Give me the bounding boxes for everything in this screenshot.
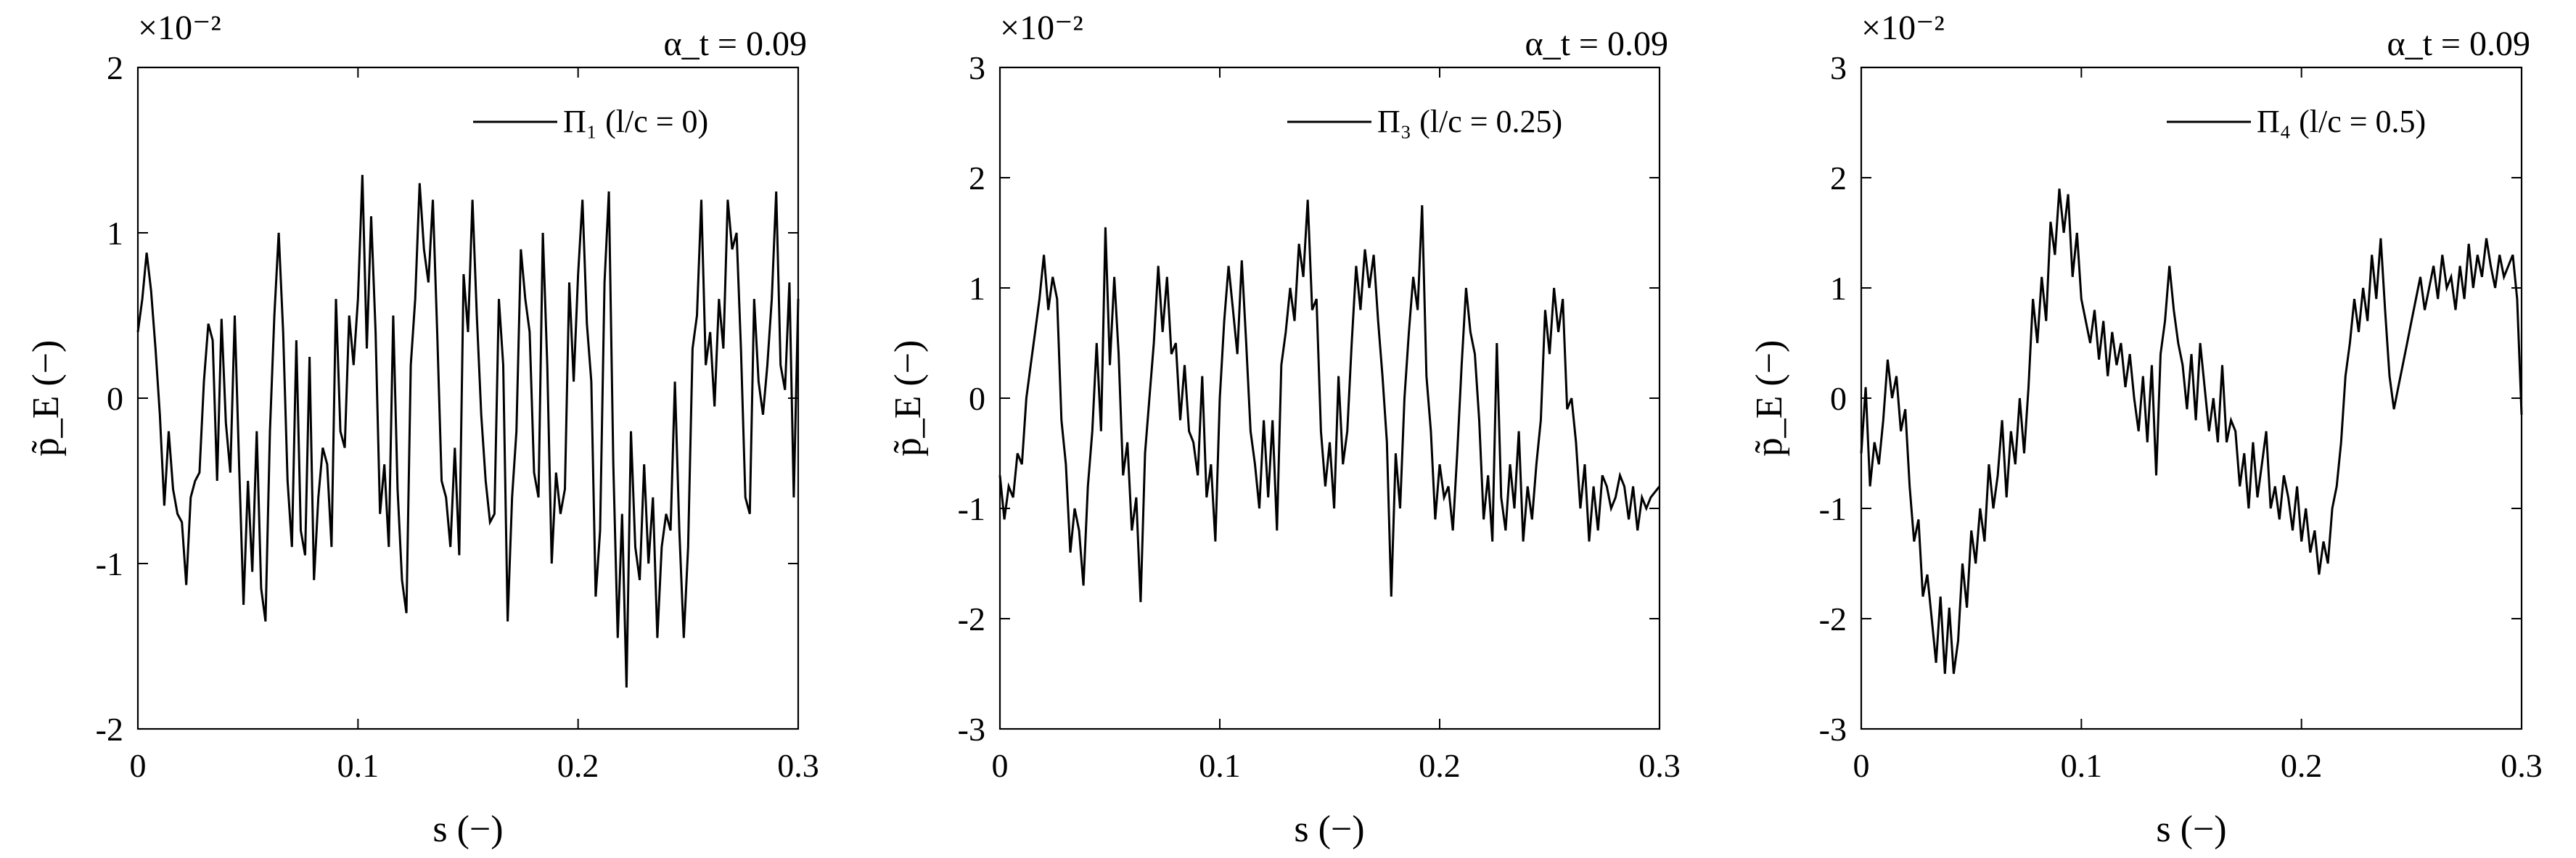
y-tick-label: 3 bbox=[1830, 49, 1847, 86]
chart-panel-1: -2 -1 0 1 2 0 0.1 0.2 0.3 ×10⁻² α_t = 0.09 Π₁ (… bbox=[25, 9, 819, 850]
y-tick-label: 0 bbox=[1830, 380, 1847, 417]
exponent-label: ×10⁻² bbox=[138, 9, 221, 47]
y-tick-label: -2 bbox=[958, 601, 985, 638]
legend: Π₄ (l/c = 0.5) bbox=[2167, 104, 2426, 139]
y-axis-label: p̃_E (−) bbox=[1749, 340, 1790, 457]
y-tick-label: 0 bbox=[107, 380, 123, 417]
y-tick-label: 1 bbox=[107, 215, 123, 252]
y-tick-label: -1 bbox=[958, 490, 985, 527]
y-ticks: -3 -2 -1 0 1 2 3 bbox=[1819, 49, 2522, 748]
y-tick-label: 2 bbox=[1830, 160, 1847, 197]
y-tick-label: 0 bbox=[969, 380, 985, 417]
y-tick-label: -2 bbox=[96, 711, 123, 748]
y-tick-label: -2 bbox=[1819, 601, 1847, 638]
chart-panel-3: -3 -2 -1 0 1 2 3 0 0.1 0.2 0.3 ×10⁻² α_t = 0.09 Π… bbox=[1749, 9, 2543, 850]
series-line-pi4 bbox=[1860, 189, 2523, 675]
x-tick-label: 0.3 bbox=[777, 747, 819, 784]
x-tick-label: 0.2 bbox=[2281, 747, 2323, 784]
annotation-alpha-t: α_t = 0.09 bbox=[663, 25, 807, 63]
y-tick-label: 1 bbox=[1830, 270, 1847, 307]
x-axis-label: s (−) bbox=[432, 809, 503, 850]
x-tick-label: 0.1 bbox=[2061, 747, 2103, 784]
y-tick-label: -3 bbox=[958, 711, 985, 748]
y-tick-label: 2 bbox=[969, 160, 985, 197]
x-ticks: 0 0.1 0.2 0.3 bbox=[992, 67, 1681, 784]
annotation-alpha-t: α_t = 0.09 bbox=[2387, 25, 2530, 63]
x-tick-label: 0.3 bbox=[1638, 747, 1681, 784]
legend-label: Π₁ (l/c = 0) bbox=[563, 104, 708, 139]
x-tick-label: 0.2 bbox=[557, 747, 599, 784]
x-tick-label: 0.1 bbox=[1199, 747, 1241, 784]
legend: Π₃ (l/c = 0.25) bbox=[1287, 104, 1562, 139]
exponent-label: ×10⁻² bbox=[1000, 9, 1083, 47]
chart-panel-2: -3 -2 -1 0 1 2 3 0 0.1 0.2 0.3 ×10⁻² α_t = 0.09 Π… bbox=[887, 9, 1681, 850]
exponent-label: ×10⁻² bbox=[1861, 9, 1945, 47]
legend: Π₁ (l/c = 0) bbox=[473, 104, 708, 139]
x-tick-label: 0 bbox=[1853, 747, 1870, 784]
x-tick-label: 0 bbox=[992, 747, 1009, 784]
plot-frame bbox=[1860, 66, 2523, 730]
y-tick-label: -1 bbox=[96, 545, 123, 582]
y-tick-label: 3 bbox=[969, 49, 985, 86]
y-tick-label: 1 bbox=[969, 270, 985, 307]
series-line-pi1 bbox=[136, 175, 800, 688]
y-axis-label: p̃_E (−) bbox=[25, 340, 67, 457]
x-tick-label: 0.2 bbox=[1419, 747, 1461, 784]
x-tick-label: 0 bbox=[130, 747, 147, 784]
y-axis-label: p̃_E (−) bbox=[887, 340, 929, 457]
y-tick-label: 2 bbox=[107, 49, 123, 86]
x-axis-label: s (−) bbox=[2156, 809, 2226, 850]
legend-label: Π₄ (l/c = 0.5) bbox=[2257, 104, 2426, 139]
x-ticks: 0 0.1 0.2 0.3 bbox=[1853, 67, 2543, 784]
annotation-alpha-t: α_t = 0.09 bbox=[1525, 25, 1668, 63]
x-axis-label: s (−) bbox=[1294, 809, 1364, 850]
legend-label: Π₃ (l/c = 0.25) bbox=[1377, 104, 1562, 139]
y-tick-label: -1 bbox=[1819, 490, 1847, 527]
x-ticks: 0 0.1 0.2 0.3 bbox=[130, 67, 819, 784]
y-ticks: -2 -1 0 1 2 bbox=[96, 49, 798, 748]
x-tick-label: 0.1 bbox=[337, 747, 380, 784]
y-tick-label: -3 bbox=[1819, 711, 1847, 748]
y-ticks: -3 -2 -1 0 1 2 3 bbox=[958, 49, 1660, 748]
x-tick-label: 0.3 bbox=[2501, 747, 2543, 784]
series-line-pi3 bbox=[998, 199, 1661, 603]
